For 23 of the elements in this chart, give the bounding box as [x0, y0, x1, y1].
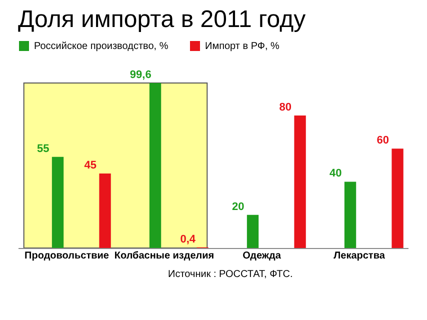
bar: [294, 115, 306, 248]
legend-label: Импорт в РФ, %: [205, 41, 280, 52]
bar: [52, 156, 64, 248]
data-label: 55: [36, 142, 50, 155]
data-label: 0,4: [180, 233, 196, 246]
data-label: 80: [279, 101, 292, 114]
bar: [392, 148, 404, 248]
data-label: 20: [232, 200, 244, 213]
bar: [149, 83, 162, 248]
x-tick-label: Колбасные изделия: [114, 250, 214, 262]
text: Источник : РОССТАТ, ФТС.: [168, 269, 293, 280]
data-label: 99,6: [130, 69, 152, 81]
data-label: 45: [84, 159, 97, 172]
data-label: 60: [376, 134, 390, 147]
bar: [344, 182, 356, 248]
chart-title: Доля импорта в 2011 году: [18, 6, 306, 33]
bar: [246, 214, 259, 248]
data-label: 40: [329, 168, 342, 180]
legend-label: Российское производство, %: [34, 41, 168, 52]
x-tick-label: Одежда: [242, 250, 282, 262]
x-tick-label: Продовольствие: [24, 250, 110, 262]
x-tick-label: Лекарства: [334, 250, 386, 262]
bar: [99, 173, 111, 248]
